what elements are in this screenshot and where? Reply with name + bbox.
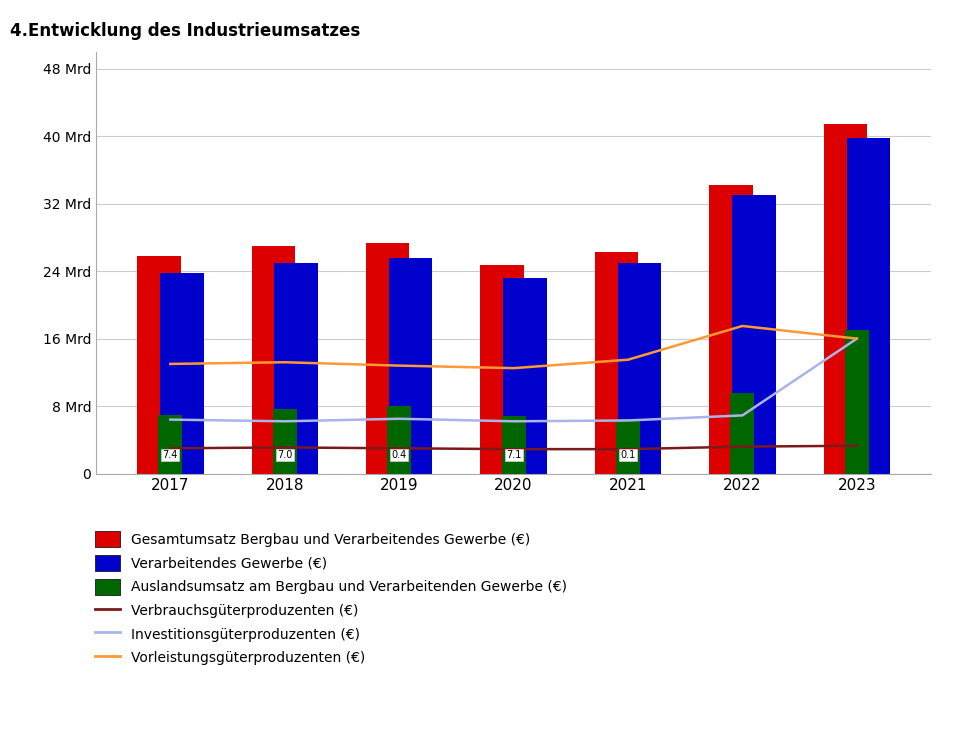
Bar <box>845 330 869 474</box>
Text: 4.Entwicklung des Industrieumsatzes: 4.Entwicklung des Industrieumsatzes <box>10 22 360 40</box>
Bar <box>709 185 753 474</box>
Bar <box>252 246 295 474</box>
Bar <box>616 419 640 474</box>
Bar <box>502 416 525 474</box>
Bar <box>731 394 755 474</box>
Bar <box>273 409 297 474</box>
Text: 0.4: 0.4 <box>392 450 407 460</box>
Text: 7.4: 7.4 <box>162 450 178 460</box>
Bar <box>158 414 182 474</box>
Bar <box>137 256 180 474</box>
Text: 0.1: 0.1 <box>620 450 636 460</box>
Bar <box>732 195 776 474</box>
Bar <box>824 124 867 474</box>
Bar <box>366 243 410 474</box>
Bar <box>160 273 204 474</box>
Bar <box>275 263 318 474</box>
Bar <box>387 406 411 474</box>
Bar <box>617 263 661 474</box>
Bar <box>847 138 890 474</box>
Text: 7.0: 7.0 <box>277 450 293 460</box>
Bar <box>503 278 547 474</box>
Legend: Gesamtumsatz Bergbau und Verarbeitendes Gewerbe (€), Verarbeitendes Gewerbe (€),: Gesamtumsatz Bergbau und Verarbeitendes … <box>95 531 566 665</box>
Bar <box>595 252 638 474</box>
Bar <box>389 258 432 474</box>
Bar <box>480 265 524 474</box>
Text: 7.1: 7.1 <box>506 450 521 460</box>
